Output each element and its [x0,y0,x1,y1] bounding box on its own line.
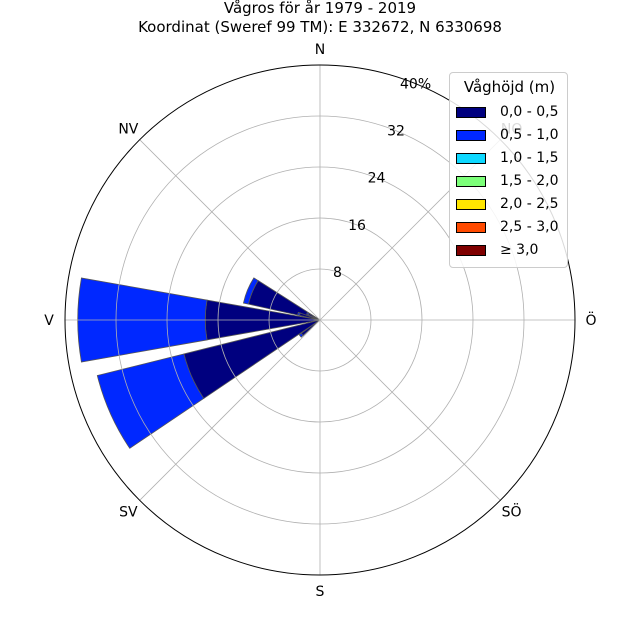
radial-tick-label: 24 [368,171,386,187]
legend: Våghöjd (m) 0,0 - 0,5 0,5 - 1,0 1,0 - 1,… [449,72,568,268]
rose-bar-segment [242,277,259,305]
legend-label: 1,5 - 2,0 [500,173,559,189]
direction-label: SÖ [502,503,522,521]
legend-label: 2,5 - 3,0 [500,219,559,235]
rose-bar-segment [297,311,301,316]
polar-frame [64,64,576,576]
grid-spoke [319,319,501,501]
chart-subtitle: Koordinat (Sweref 99 TM): E 332672, N 63… [138,18,502,36]
legend-swatch [456,199,486,210]
legend-swatch [456,222,486,233]
radial-tick-label: 40% [400,76,431,92]
legend-item: 2,0 - 2,5 [456,196,566,213]
direction-label: Ö [585,311,596,329]
legend-swatch [456,107,486,118]
legend-title: Våghöjd (m) [463,78,556,96]
legend-swatch [456,130,486,141]
legend-item: 1,5 - 2,0 [456,173,566,190]
legend-item: 2,5 - 3,0 [456,219,566,236]
direction-label: S [316,584,325,600]
direction-label: NV [118,121,138,137]
legend-swatch [456,245,486,256]
rose-bar-segment [306,312,310,316]
direction-label: SV [119,505,138,521]
direction-label: V [44,313,54,329]
legend-item: 1,0 - 1,5 [456,150,566,167]
legend-label: 1,0 - 1,5 [500,150,559,166]
legend-item: 0,0 - 0,5 [456,104,566,121]
legend-item: 0,5 - 1,0 [456,127,566,144]
legend-swatch [456,176,486,187]
legend-label: 0,5 - 1,0 [500,127,559,143]
legend-label: 2,0 - 2,5 [500,196,559,212]
legend-label: ≥ 3,0 [500,242,539,258]
bars-layer [77,277,321,449]
rose-bar-segment [298,332,304,338]
direction-label: N [315,42,325,58]
radial-tick-label: 16 [348,218,366,234]
legend-swatch [456,153,486,164]
chart-title: Vågros för år 1979 - 2019 [223,0,417,17]
legend-item: ≥ 3,0 [456,242,566,259]
grid-spoke [139,319,321,501]
grid-spoke [139,139,321,321]
radial-tick-label: 8 [333,265,342,281]
legend-label: 0,0 - 0,5 [500,104,559,120]
radial-tick-label: 32 [387,124,405,140]
